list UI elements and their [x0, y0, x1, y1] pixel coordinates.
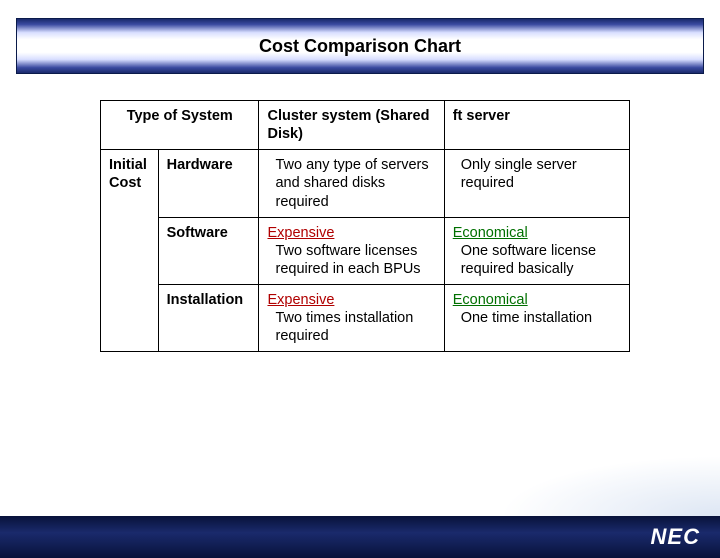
- cell-text: Two any type of servers and shared disks…: [267, 156, 435, 210]
- comparison-table: Type of System Cluster system (Shared Di…: [100, 100, 630, 352]
- cell-hardware-ft: Only single server required: [444, 150, 629, 217]
- expensive-label: Expensive: [267, 225, 334, 241]
- cell-text: Two software licenses required in each B…: [267, 242, 435, 278]
- header-ft: ft server: [444, 101, 629, 150]
- cell-software-cluster: Expensive Two software licenses required…: [259, 217, 444, 284]
- header-cluster: Cluster system (Shared Disk): [259, 101, 444, 150]
- table-row: Installation Expensive Two times install…: [101, 285, 630, 352]
- header-type: Type of System: [101, 101, 259, 150]
- cell-install-ft: Economical One time installation: [444, 285, 629, 352]
- expensive-label: Expensive: [267, 292, 334, 308]
- nec-logo: NEC: [651, 524, 700, 550]
- table-header-row: Type of System Cluster system (Shared Di…: [101, 101, 630, 150]
- page-title: Cost Comparison Chart: [259, 36, 461, 57]
- cell-hardware-cluster: Two any type of servers and shared disks…: [259, 150, 444, 217]
- table-row: Software Expensive Two software licenses…: [101, 217, 630, 284]
- row-sub-hardware: Hardware: [158, 150, 259, 217]
- row-sub-software: Software: [158, 217, 259, 284]
- title-bar: Cost Comparison Chart: [16, 18, 704, 74]
- cell-install-cluster: Expensive Two times installation require…: [259, 285, 444, 352]
- footer-bar: NEC: [0, 516, 720, 558]
- economical-label: Economical: [453, 292, 528, 308]
- row-sub-installation: Installation: [158, 285, 259, 352]
- comparison-table-wrap: Type of System Cluster system (Shared Di…: [100, 100, 630, 352]
- cell-text: Only single server required: [453, 156, 621, 192]
- cell-text: One software license required basically: [453, 242, 621, 278]
- footer-decoration: [500, 456, 720, 516]
- row-group-label: Initial Cost: [101, 150, 159, 352]
- cell-text: One time installation: [453, 309, 621, 327]
- cell-software-ft: Economical One software license required…: [444, 217, 629, 284]
- economical-label: Economical: [453, 225, 528, 241]
- table-row: Initial Cost Hardware Two any type of se…: [101, 150, 630, 217]
- cell-text: Two times installation required: [267, 309, 435, 345]
